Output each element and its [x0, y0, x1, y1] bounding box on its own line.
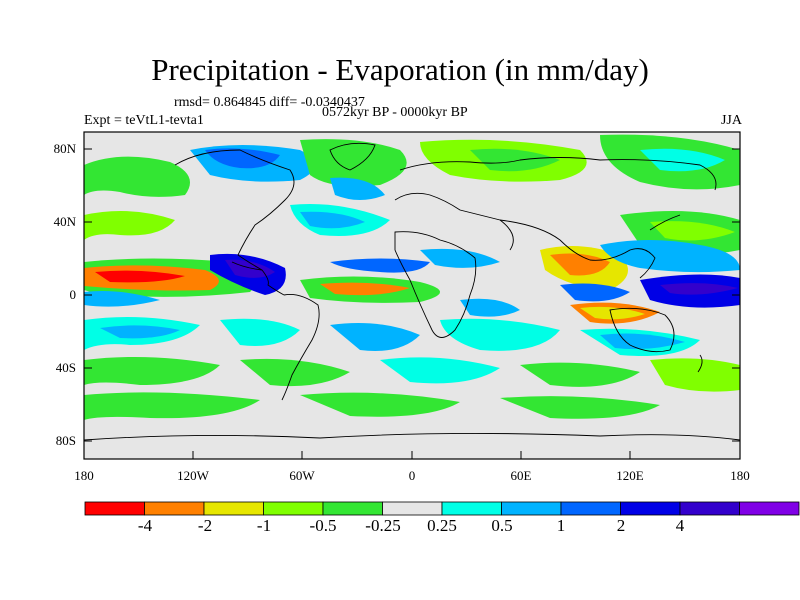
- coastlines: [84, 142, 740, 441]
- colorbar: [84, 501, 800, 516]
- colorbar-label: 0.25: [427, 516, 457, 535]
- colorbar-swatch: [263, 501, 324, 516]
- x-tick-label: 120W: [177, 468, 209, 483]
- y-ticks: [84, 148, 740, 442]
- season-label: JJA: [720, 113, 742, 128]
- colorbar-swatch: [679, 501, 740, 516]
- map-title: Precipitation - Evaporation (in mm/day): [151, 52, 649, 87]
- colorbar-swatch: [382, 501, 443, 516]
- colorbar-swatch: [739, 501, 800, 516]
- colorbar-label: 4: [675, 516, 685, 535]
- x-tick-label: 0: [408, 468, 416, 483]
- period-line: 0572kyr BP - 0000kyr BP: [322, 105, 468, 120]
- x-tick-label: 180: [730, 468, 750, 483]
- y-tick-label: 0: [69, 287, 77, 302]
- colorbar-swatch: [620, 501, 681, 516]
- colorbar-label: -0.25: [365, 516, 401, 535]
- x-tick-label: 60W: [289, 468, 315, 483]
- colorbar-swatch: [84, 501, 145, 516]
- stats-line: rmsd= 0.864845 diff= -0.0340437: [174, 95, 365, 110]
- y-tick-label: 40S: [55, 360, 76, 375]
- y-tick-label: 80N: [53, 141, 76, 156]
- x-tick-label: 60E: [510, 468, 532, 483]
- colorbar-swatch: [144, 501, 205, 516]
- y-tick-label: 80S: [55, 433, 76, 448]
- y-tick-label: 40N: [53, 214, 76, 229]
- colorbar-label: -1: [256, 516, 272, 535]
- colorbar-swatch: [501, 501, 562, 516]
- colorbar-label: 1: [556, 516, 566, 535]
- colorbar-swatch: [441, 501, 502, 516]
- x-tick-label: 120E: [616, 468, 644, 483]
- colorbar-label: -2: [197, 516, 213, 535]
- x-tick-label: 180: [74, 468, 94, 483]
- colorbar-swatch: [322, 501, 383, 516]
- experiment-line: Expt = teVtL1-tevta1: [84, 113, 204, 128]
- colorbar-swatch: [560, 501, 621, 516]
- colorbar-swatch: [203, 501, 264, 516]
- x-ticks: [83, 451, 741, 459]
- colorbar-label: 0.5: [491, 516, 513, 535]
- colorbar-label: -4: [137, 516, 153, 535]
- colorbar-label: -0.5: [309, 516, 337, 535]
- colorbar-label: 2: [616, 516, 626, 535]
